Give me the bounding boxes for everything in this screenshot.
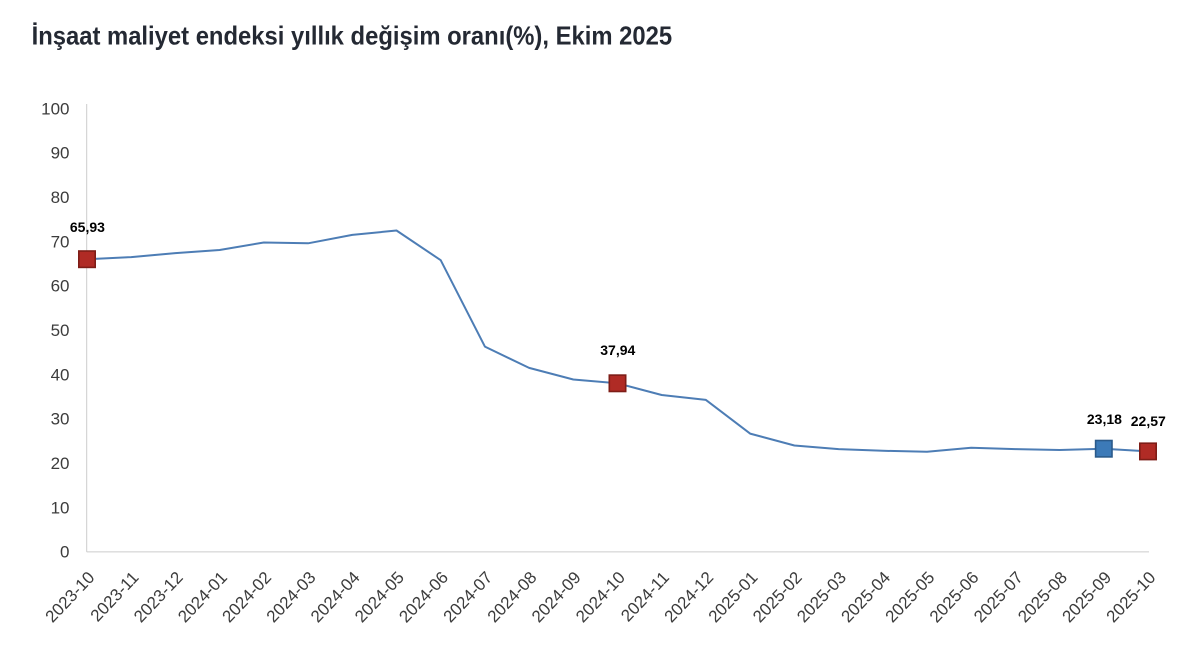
svg-text:23,18: 23,18: [1087, 411, 1122, 427]
svg-text:22,57: 22,57: [1131, 413, 1166, 429]
svg-text:65,93: 65,93: [70, 219, 105, 235]
svg-text:90: 90: [51, 144, 70, 163]
svg-text:30: 30: [51, 410, 70, 429]
svg-text:70: 70: [51, 232, 70, 251]
svg-text:100: 100: [41, 99, 69, 118]
svg-text:0: 0: [60, 543, 69, 562]
svg-text:10: 10: [51, 498, 70, 517]
svg-text:50: 50: [51, 321, 70, 340]
svg-text:40: 40: [51, 365, 70, 384]
svg-text:60: 60: [51, 277, 70, 296]
svg-text:İnşaat maliyet endeksi yıllık: İnşaat maliyet endeksi yıllık değişim or…: [32, 21, 673, 51]
svg-text:80: 80: [51, 188, 70, 207]
svg-text:37,94: 37,94: [600, 342, 635, 358]
svg-text:20: 20: [51, 454, 70, 473]
